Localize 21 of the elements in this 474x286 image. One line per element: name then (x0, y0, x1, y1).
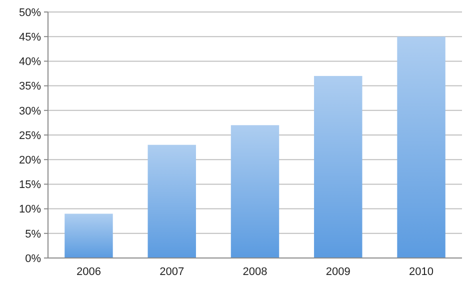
y-tick-label: 15% (18, 179, 42, 192)
y-tick-label: 10% (18, 204, 42, 216)
bar (314, 76, 362, 258)
x-tick-label: 2007 (160, 266, 184, 278)
x-tick-label: 2009 (326, 266, 350, 278)
x-tick-label: 2010 (409, 266, 434, 278)
bar (230, 125, 280, 258)
y-tick-label: 5% (25, 228, 42, 240)
bar (397, 36, 446, 258)
x-tick-label: 2008 (242, 266, 268, 278)
x-tick-label: 2006 (76, 266, 101, 278)
y-tick-label: 40% (18, 56, 42, 68)
bar (64, 214, 113, 258)
bar (148, 144, 196, 258)
y-tick-label: 25% (18, 130, 42, 142)
y-tick-label: 35% (18, 80, 42, 93)
y-tick-label: 45% (18, 31, 42, 44)
y-tick-label: 0% (25, 252, 42, 265)
y-tick-label: 50% (18, 6, 42, 19)
y-tick-label: 30% (18, 105, 42, 118)
y-tick-label: 20% (18, 154, 42, 166)
